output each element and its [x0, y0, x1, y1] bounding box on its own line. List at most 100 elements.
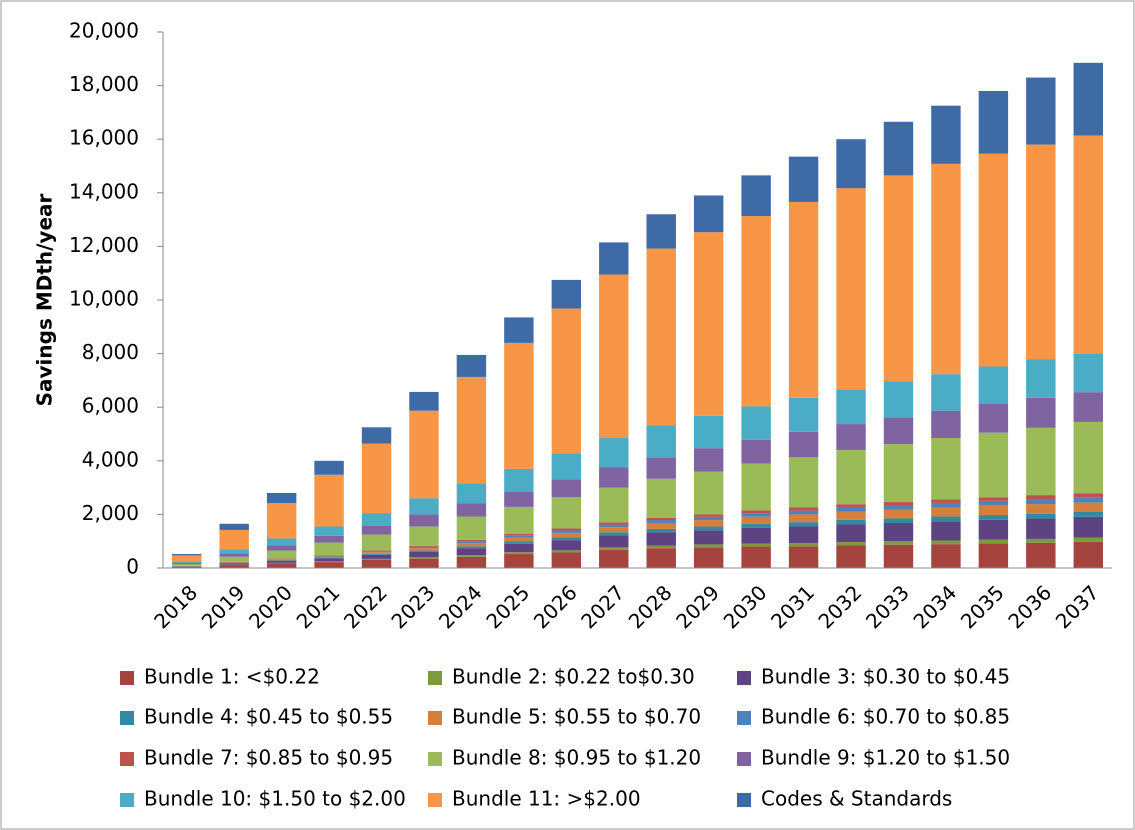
legend-label: Bundle 5: $0.55 to $0.70	[452, 705, 701, 729]
bar-segment	[551, 479, 582, 498]
bar-segment	[693, 232, 724, 416]
bar-segment	[409, 514, 439, 527]
legend-label: Bundle 2: $0.22 to$0.30	[452, 665, 695, 689]
bar-segment	[361, 427, 392, 444]
bar-segment	[1026, 495, 1056, 499]
legend-label: Bundle 7: $0.85 to $0.95	[144, 746, 393, 770]
bar-segment	[409, 498, 439, 515]
legend-swatch	[428, 752, 442, 766]
bar-segment	[599, 532, 629, 536]
bar-segment	[883, 417, 914, 445]
bar-segment	[978, 366, 1009, 404]
bar-segment	[599, 522, 629, 525]
bar-segment	[646, 517, 676, 521]
bar-segment	[314, 556, 344, 558]
bar-segment	[266, 561, 297, 563]
bar-segment	[931, 438, 961, 500]
bar-segment	[409, 545, 439, 547]
bar-segment	[788, 156, 819, 202]
bar-segment	[693, 514, 724, 517]
bar-segment	[836, 511, 866, 520]
bar-segment	[551, 530, 582, 533]
bar-segment	[1026, 504, 1056, 514]
bar-segment	[456, 548, 487, 556]
bar-segment	[646, 532, 676, 546]
bar-segment	[266, 545, 297, 551]
bar-segment	[1026, 513, 1056, 519]
bar-segment	[1026, 77, 1056, 145]
y-tick-label: 6,000	[82, 394, 139, 418]
bar-segment	[172, 554, 202, 556]
bar-segment	[599, 549, 629, 568]
bar-segment	[741, 546, 771, 568]
bar-segment	[314, 460, 344, 475]
bar-segment	[883, 509, 914, 519]
bar-segment	[741, 216, 771, 407]
bar-segment	[1026, 518, 1056, 539]
bar-segment	[931, 516, 961, 522]
bar-segment	[599, 535, 629, 548]
legend-label: Bundle 6: $0.70 to $0.85	[761, 705, 1010, 729]
bar-segment	[361, 550, 392, 552]
legend-swatch	[120, 793, 134, 807]
bar-segment	[693, 415, 724, 449]
bar-segment	[693, 516, 724, 521]
bar-segment	[931, 105, 961, 164]
bar-segment	[931, 544, 961, 568]
bar-segment	[551, 279, 582, 309]
bar-segment	[1026, 498, 1056, 505]
bar-segment	[1073, 392, 1103, 422]
bar-segment	[931, 540, 961, 545]
legend-label: Bundle 4: $0.45 to $0.55	[144, 705, 393, 729]
bar-segment	[599, 242, 629, 275]
bar-segment	[788, 526, 819, 544]
bar-segment	[551, 540, 582, 551]
bar-segment	[361, 554, 392, 559]
legend-label: Bundle 3: $0.30 to $0.45	[761, 665, 1010, 689]
bar-segment	[409, 548, 439, 551]
bar-segment	[409, 557, 439, 559]
bar-segment	[693, 547, 724, 568]
bar-segment	[978, 432, 1009, 498]
bar-segment	[741, 406, 771, 440]
bar-segment	[504, 468, 534, 492]
bar-segment	[1073, 502, 1103, 512]
bar-segment	[551, 308, 582, 454]
y-tick-label: 12,000	[69, 233, 139, 257]
bar-segment	[266, 538, 297, 546]
bar-segment	[883, 518, 914, 523]
bar-segment	[599, 274, 629, 439]
bar-segment	[788, 431, 819, 458]
bar-segment	[172, 561, 202, 563]
bar-segment	[1073, 511, 1103, 517]
bar-segment	[551, 528, 582, 531]
bar-segment	[456, 556, 487, 568]
bar-segment	[219, 563, 249, 565]
bar-segment	[456, 541, 487, 544]
y-tick-label: 0	[126, 555, 139, 579]
bar-segment	[646, 520, 676, 523]
bar-segment	[266, 492, 297, 504]
bar-segment	[788, 457, 819, 508]
bar-segment	[836, 545, 866, 568]
bar-segment	[931, 374, 961, 411]
y-tick-label: 10,000	[69, 287, 139, 311]
bar-segment	[456, 516, 487, 540]
y-tick-label: 4,000	[82, 447, 139, 471]
bar-segment	[741, 510, 771, 514]
bar-segment	[693, 526, 724, 531]
bar-segment	[646, 425, 676, 458]
bar-segment	[1073, 516, 1103, 538]
bar-segment	[219, 529, 249, 550]
bar-segment	[456, 376, 487, 484]
legend-swatch	[737, 711, 751, 725]
bar-segment	[266, 559, 297, 561]
bar-segment	[836, 542, 866, 546]
bar-segment	[551, 453, 582, 480]
legend-label: Bundle 1: <$0.22	[144, 665, 320, 689]
y-tick-label: 18,000	[69, 72, 139, 96]
bar-segment	[1026, 397, 1056, 428]
bar-segment	[266, 562, 297, 564]
legend-label: Bundle 11: >$2.00	[452, 787, 641, 811]
bar-segment	[836, 504, 866, 508]
